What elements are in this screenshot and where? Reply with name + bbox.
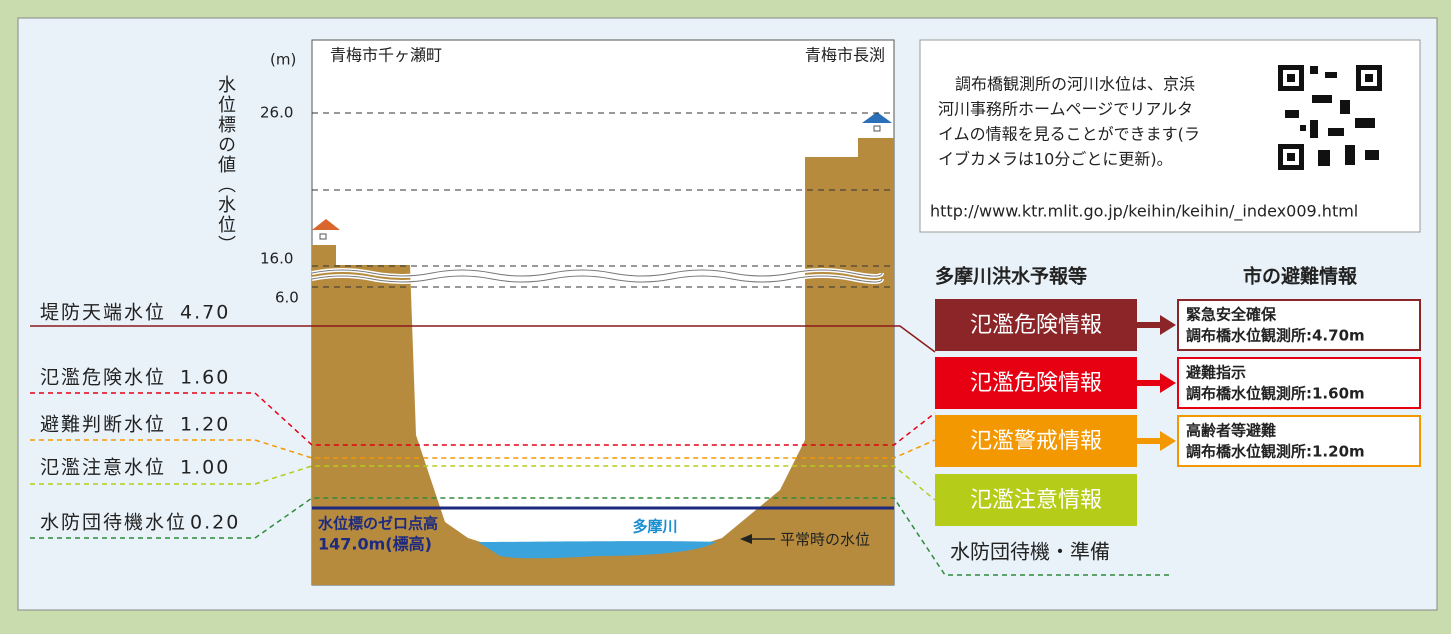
tick: 6.0 xyxy=(275,289,299,307)
qr-code xyxy=(1275,62,1385,172)
info-line: 河川事務所ホームページでリアルタ xyxy=(938,100,1193,119)
arrow-head xyxy=(1160,431,1176,451)
level-value: 1.20 xyxy=(180,414,230,436)
normal-level: 平常時の水位 xyxy=(780,531,870,549)
forecast-box xyxy=(935,415,1137,467)
evac-box xyxy=(1177,299,1421,351)
info-line: 調布橋観測所の河川水位は、京浜 xyxy=(955,75,1195,94)
evac-title: 高齢者等避難 xyxy=(1186,422,1276,440)
level-name: 堤防天端水位 xyxy=(40,302,166,324)
evac-detail: 調布橋水位観測所:1.60m xyxy=(1186,385,1365,403)
evac-box xyxy=(1177,357,1421,409)
info-url: http://www.ktr.mlit.go.jp/keihin/keihin/… xyxy=(930,202,1358,222)
arrow-head xyxy=(1160,315,1176,335)
info-line: イムの情報を見ることができます(ラ xyxy=(938,125,1200,144)
location: 青梅市長渕 xyxy=(805,46,885,65)
level-value: 4.70 xyxy=(180,302,230,324)
standby: 水防団待機・準備 xyxy=(950,540,1110,564)
arrow-head xyxy=(1160,373,1176,393)
forecast-box xyxy=(935,299,1137,351)
forecast-label: 氾濫危険情報 xyxy=(970,371,1102,396)
forecast-box xyxy=(935,474,1137,526)
tick: 26.0 xyxy=(260,104,293,122)
wave xyxy=(311,269,883,283)
zero-title: 水位標のゼロ点高 xyxy=(318,515,438,533)
level-name: 水防団待機水位 xyxy=(40,512,187,534)
tick: 16.0 xyxy=(260,250,293,268)
forecast-header: 多摩川洪水予報等 xyxy=(935,265,1087,288)
evac-title: 緊急安全確保 xyxy=(1186,306,1277,324)
location: 青梅市千ヶ瀬町 xyxy=(330,46,442,65)
evac-detail: 調布橋水位観測所:4.70m xyxy=(1186,327,1365,345)
forecast-box xyxy=(935,357,1137,409)
forecast-label: 氾濫危険情報 xyxy=(970,313,1102,338)
river-name: 多摩川 xyxy=(632,518,677,536)
level-name: 氾濫危険水位 xyxy=(40,367,166,389)
forecast-label: 氾濫警戒情報 xyxy=(970,429,1102,454)
level-value: 1.60 xyxy=(180,367,230,389)
evac-title: 避難指示 xyxy=(1186,364,1246,382)
level-name: 避難判断水位 xyxy=(40,414,166,436)
evac-detail: 調布橋水位観測所:1.20m xyxy=(1186,443,1365,461)
water xyxy=(478,541,716,559)
level-name: 氾濫注意水位 xyxy=(40,457,166,479)
forecast-label: 氾濫注意情報 xyxy=(970,488,1102,513)
axis-unit: (m) xyxy=(270,51,296,69)
level-lines xyxy=(30,325,1170,576)
level-value: 1.00 xyxy=(180,457,230,479)
evac-header: 市の避難情報 xyxy=(1243,265,1358,288)
houses xyxy=(312,112,892,245)
level-value: 0.20 xyxy=(190,512,240,534)
evac-box xyxy=(1177,415,1421,467)
grid xyxy=(312,112,894,288)
earth xyxy=(312,138,894,585)
axis-title: 水位標の値（水位） xyxy=(215,75,236,255)
info-line: イブカメラは10分ごとに更新)。 xyxy=(938,150,1173,169)
zero-elev: 147.0m(標高) xyxy=(318,535,432,554)
